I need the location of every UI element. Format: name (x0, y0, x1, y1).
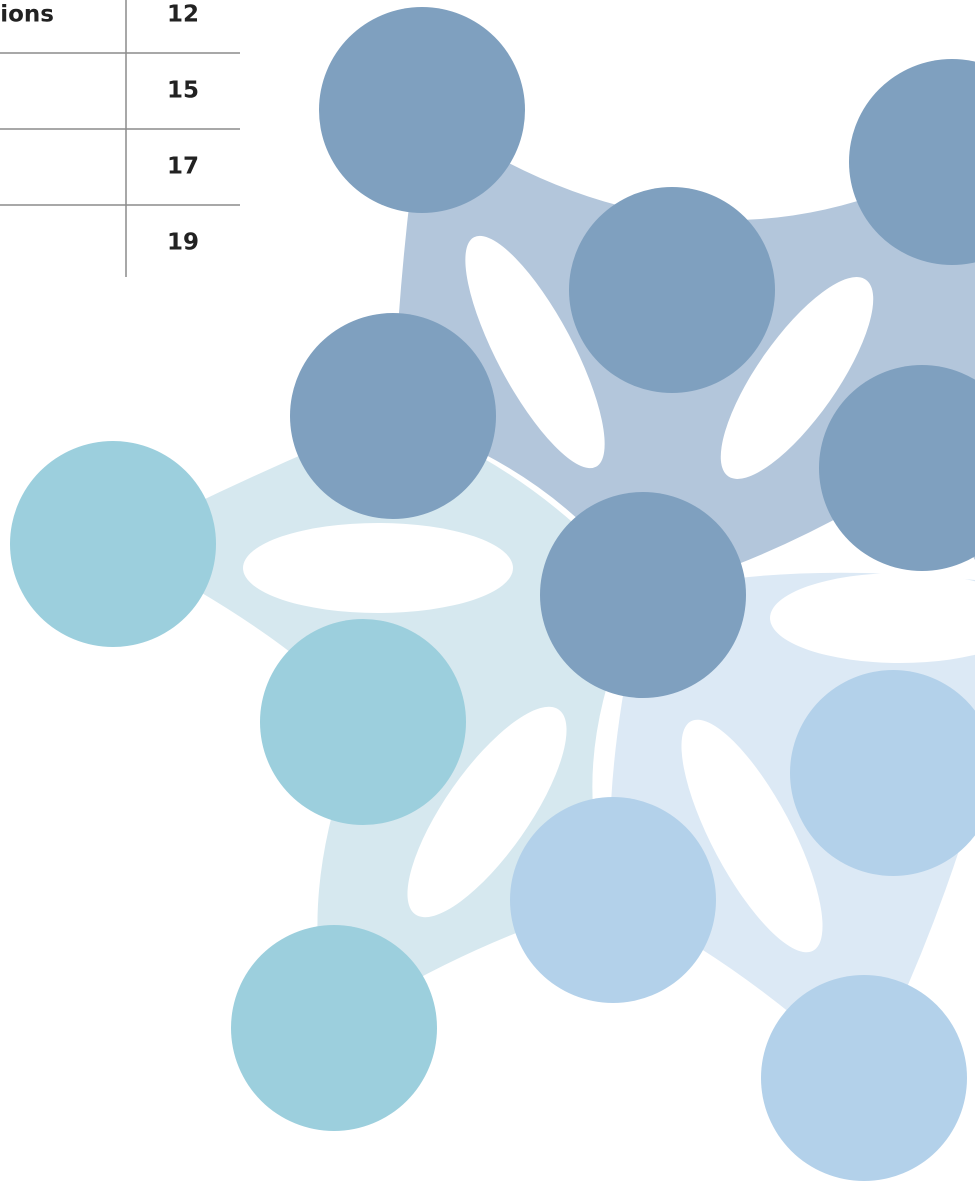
page-number: 12 (167, 2, 199, 28)
circle (540, 492, 746, 698)
teal-circles (10, 441, 466, 1131)
decorative-graphic (10, 7, 975, 1181)
gap (770, 573, 975, 663)
gap (407, 706, 567, 918)
circle (819, 365, 975, 571)
circle (290, 313, 496, 519)
page-number: 15 (167, 78, 199, 104)
circle (569, 187, 775, 393)
gap (243, 523, 513, 613)
gap (720, 277, 874, 479)
circle (510, 797, 716, 1003)
page-number: 17 (167, 154, 199, 180)
circle (231, 925, 437, 1131)
page-number: 19 (167, 230, 199, 256)
circle (10, 441, 216, 647)
gaps (243, 235, 975, 953)
entry-title: tions (0, 2, 54, 28)
circle (761, 975, 967, 1181)
gap (465, 235, 605, 469)
table-of-contents: tions 12 15 17 19 (0, 0, 240, 277)
circle (319, 7, 525, 213)
circle (260, 619, 466, 825)
dark-circles (290, 7, 975, 698)
circle (790, 670, 975, 876)
gap (681, 719, 823, 953)
circle (849, 59, 975, 265)
blue-circles (510, 670, 975, 1181)
